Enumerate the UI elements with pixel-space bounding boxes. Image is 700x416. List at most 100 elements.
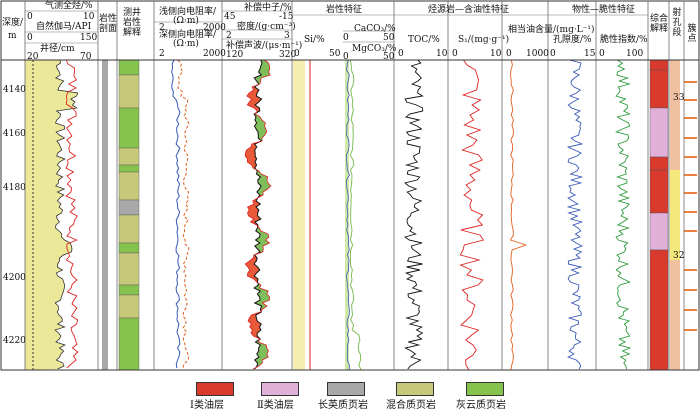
depth-tick-4220: 4220 [3, 336, 26, 346]
caco3-label: CaCO₃/% [354, 24, 396, 34]
depth-tick-4200: 4200 [3, 273, 26, 283]
comp-band-5 [649, 212, 669, 251]
deep-res-unit: (Ω·m) [173, 39, 199, 49]
porosity-fill-4 [258, 69, 270, 72]
interp-band-0 [118, 59, 140, 76]
porosity-fill-51 [247, 210, 259, 213]
depth-tick-4140: 4140 [3, 85, 26, 95]
perforation-title: 射孔段 [672, 8, 682, 38]
oil-min: 0 [506, 49, 512, 59]
density-label: 密度/(g·cm⁻³) [237, 22, 296, 32]
porosity-fill-73 [247, 276, 258, 279]
porosity-fill-41 [257, 180, 269, 183]
depth-title: 深度/ [2, 18, 24, 28]
porosity-fill-82 [254, 303, 267, 306]
porosity-fill-12 [246, 93, 257, 96]
porosity-fill-91 [250, 330, 261, 333]
interp-band-6 [118, 199, 140, 216]
caco3-curve [346, 59, 350, 370]
porosity-fill-29 [251, 144, 257, 147]
porosity-fill-1 [260, 60, 269, 63]
interp-band-9 [118, 252, 140, 286]
porosity-fill-96 [258, 345, 267, 348]
s1-label: S₁/(mg·g⁻¹) [458, 35, 510, 45]
toc-curve [404, 59, 424, 370]
lithology-column-title: 岩性剖面 [99, 14, 118, 34]
phys-section-title: 物性—脆性特征 [572, 5, 636, 15]
legend-label-dolo: 灰云质页岩 [456, 400, 506, 411]
porosity-max: 15 [584, 49, 596, 59]
porosity-fill-25 [258, 132, 267, 135]
interp-band-4 [118, 164, 140, 173]
shallow-res-max: 2000 [203, 23, 226, 33]
frame [0, 0, 700, 371]
mgco3-max: 50 [383, 52, 395, 62]
porosity-fill-80 [259, 297, 270, 300]
si-max: 50 [329, 49, 341, 59]
legend-swatch-dolo [466, 382, 504, 396]
porosity-fill-5 [258, 72, 271, 75]
legend-swatch-type1 [196, 382, 234, 396]
layer-label-32: 32 [673, 251, 685, 261]
interp-band-1 [118, 74, 140, 109]
porosity-fill-42 [258, 183, 271, 186]
si-fill [293, 60, 305, 370]
shallow-res-label: 浅侧向电阻率/ [159, 7, 217, 17]
porosity-fill-58 [255, 231, 268, 234]
comp-band-2 [649, 107, 669, 158]
shallow-res-curve [177, 59, 190, 369]
porosity-fill-6 [254, 75, 271, 78]
gamma-fill [25, 60, 78, 370]
porosity-fill-26 [258, 135, 265, 138]
porosity-fill-16 [247, 105, 260, 108]
porosity-fill-87 [248, 318, 258, 321]
porosity-label: 孔隙度/% [553, 35, 592, 45]
porosity-fill-45 [256, 192, 264, 195]
lithology-bar [102, 60, 108, 370]
layer-label-33: 33 [673, 93, 685, 103]
porosity-fill-11 [249, 90, 259, 93]
comp-interp-title: 综合解释 [650, 14, 669, 34]
porosity-fill-62 [254, 243, 270, 246]
porosity-fill-52 [247, 213, 258, 216]
caliper-label: 井径/cm [40, 44, 75, 54]
mgco3-curve [349, 59, 362, 371]
comp-band-4 [649, 169, 669, 214]
porosity-fill-21 [255, 120, 266, 123]
mgco3-label: MgCO₃/% [352, 44, 397, 54]
deep-res-label: 深侧向电阻率/ [159, 30, 217, 40]
perf-mid [670, 170, 680, 260]
interp-band-11 [118, 294, 140, 319]
porosity-fill-44 [256, 189, 268, 192]
shallow-res-unit: (Ω·m) [173, 16, 199, 26]
gamma-min: 0 [27, 33, 33, 43]
mgco3-min: 0 [343, 52, 349, 62]
caliper-min: 20 [27, 52, 39, 62]
porosity-fill-49 [247, 204, 261, 207]
porosity-fill-3 [260, 66, 270, 69]
cluster-title: 簇点 [687, 24, 697, 44]
legend-swatch-type2 [261, 382, 299, 396]
interp-band-2 [118, 107, 140, 149]
porosity-fill-23 [254, 126, 266, 129]
porosity-fill-70 [247, 267, 260, 270]
gamma-max: 150 [80, 33, 98, 43]
oil-curve [509, 59, 528, 371]
interp-band-7 [118, 214, 140, 244]
porosity-fill-7 [254, 78, 261, 81]
porosity-fill-89 [249, 324, 262, 327]
porosity-min: 0 [550, 49, 556, 59]
porosity-fill-99 [256, 354, 269, 357]
comp-band-6 [649, 249, 669, 371]
interp-band-12 [118, 317, 140, 371]
gas-min: 0 [27, 12, 33, 22]
porosity-fill-31 [245, 150, 256, 153]
porosity-fill-33 [245, 156, 257, 159]
oil-max: 1000 [526, 49, 549, 59]
legend-label-mixed: 混合质页岩 [386, 400, 436, 411]
depth-tick-4160: 4160 [3, 129, 26, 139]
s1-min: 0 [452, 49, 458, 59]
brittle-min: 0 [599, 49, 605, 59]
sonic-min: 120 [226, 50, 244, 60]
porosity-fill-14 [249, 99, 262, 102]
